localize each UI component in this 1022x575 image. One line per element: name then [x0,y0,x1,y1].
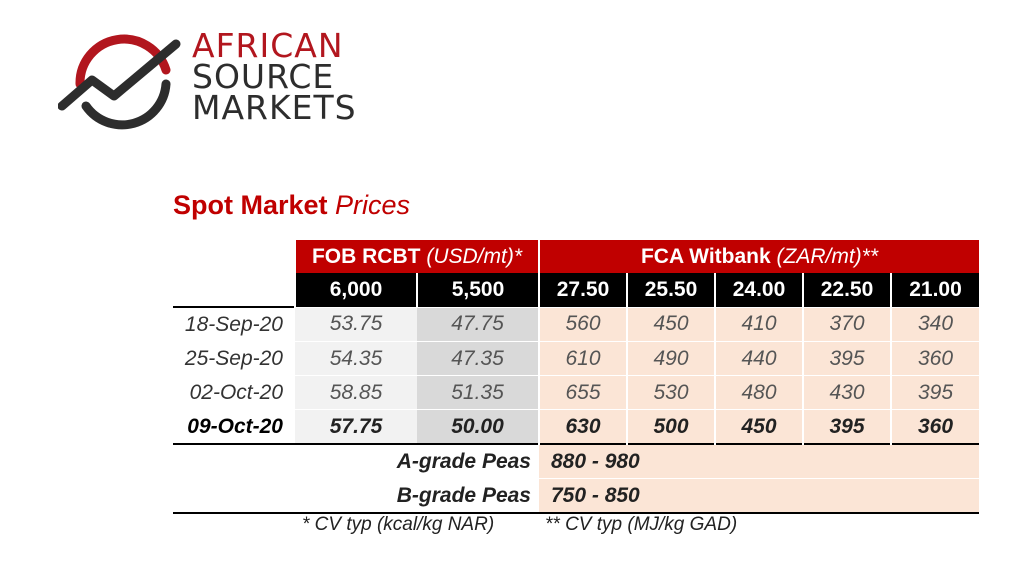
pea-row: B-grade Peas 750 - 850 [173,478,979,514]
group-header-fob: FOB RCBT (USD/mt)* [294,240,539,273]
table-cell: 360 [890,409,979,444]
pea-value: 880 - 980 [539,443,979,479]
group-header-fca: FCA Witbank (ZAR/mt)** [538,240,979,273]
table-cell: 480 [714,375,803,410]
pea-label: A-grade Peas [173,443,539,479]
grade-header: 21.00 [890,273,979,307]
table-cell: 560 [538,306,627,342]
table-cell: 50.00 [417,409,539,444]
table-cell: 47.35 [417,341,539,376]
table-cell: 630 [538,409,627,444]
table-cell: 51.35 [417,375,539,410]
group-fca-name: FCA Witbank [640,244,771,268]
title-bold: Spot Market [173,190,328,220]
table-row: 25-Sep-20 54.35 47.35 610 490 440 395 36… [173,341,979,376]
title-italic: Prices [335,190,411,220]
grade-header: 24.00 [714,273,803,307]
table-cell: 360 [890,341,979,376]
row-date: 09-Oct-20 [173,409,295,444]
table-cell: 430 [802,375,891,410]
grade-header: 5,500 [416,273,539,307]
table-cell: 450 [626,306,715,342]
table-cell: 53.75 [295,306,417,342]
group-fob-name: FOB RCBT [311,244,421,268]
table-cell: 58.85 [295,375,417,410]
grade-header: 22.50 [802,273,891,307]
grade-header: 6,000 [294,273,417,307]
logo-chart-icon [58,34,181,130]
table-cell: 395 [802,409,891,444]
group-fca-unit: (ZAR/mt)** [776,244,879,268]
footnote-zar: ** CV typ (MJ/kg GAD) [545,514,738,535]
table-cell: 440 [714,341,803,376]
group-header-row: FOB RCBT (USD/mt)* FCA Witbank (ZAR/mt)*… [173,240,979,273]
table-cell: 655 [538,375,627,410]
logo-line-african: AFRICAN [192,26,344,65]
table-cell: 530 [626,375,715,410]
pea-label: B-grade Peas [173,478,539,514]
table-cell: 57.75 [295,409,417,444]
table-row: 02-Oct-20 58.85 51.35 655 530 480 430 39… [173,375,979,410]
table-cell: 410 [714,306,803,342]
table-row-latest: 09-Oct-20 57.75 50.00 630 500 450 395 36… [173,409,979,444]
grade-header: 27.50 [538,273,627,307]
grade-header-row: 6,000 5,500 27.50 25.50 24.00 22.50 21.0… [173,273,979,307]
spot-price-table: FOB RCBT (USD/mt)* FCA Witbank (ZAR/mt)*… [173,240,979,514]
company-logo: AFRICAN SOURCE MARKETS [58,26,368,130]
table-cell: 490 [626,341,715,376]
table-cell: 500 [626,409,715,444]
table-cell: 47.75 [417,306,539,342]
row-date: 18-Sep-20 [173,306,295,342]
pea-value: 750 - 850 [539,478,979,514]
table-cell: 340 [890,306,979,342]
table-cell: 450 [714,409,803,444]
row-date: 02-Oct-20 [173,375,295,410]
logo-line-source: SOURCE [192,57,335,96]
table-row: 18-Sep-20 53.75 47.75 560 450 410 370 34… [173,306,979,342]
pea-row: A-grade Peas 880 - 980 [173,443,979,479]
group-fob-unit: (USD/mt)* [426,244,522,268]
grade-header: 25.50 [626,273,715,307]
logo-line-markets: MARKETS [192,88,357,127]
table-cell: 370 [802,306,891,342]
table-cell: 54.35 [295,341,417,376]
page-title: Spot Market Prices [173,190,410,221]
table-cell: 610 [538,341,627,376]
table-cell: 395 [890,375,979,410]
footnote-usd: * CV typ (kcal/kg NAR) [302,514,495,535]
table-cell: 395 [802,341,891,376]
row-date: 25-Sep-20 [173,341,295,376]
